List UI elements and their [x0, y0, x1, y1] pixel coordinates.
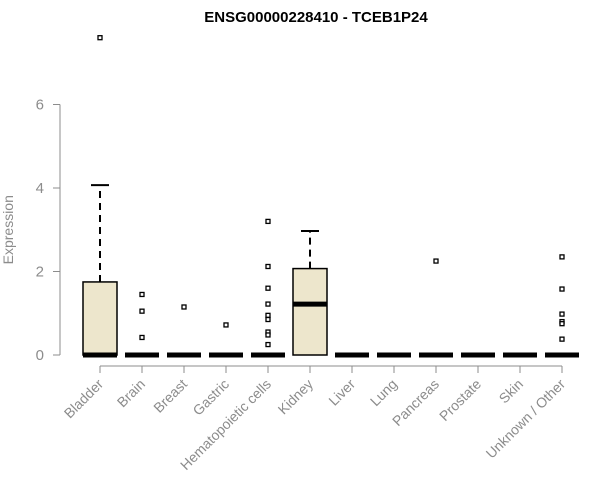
outlier-point: [181, 304, 187, 310]
x-tick-label: Brain: [114, 376, 148, 410]
outlier-point: [559, 336, 565, 342]
outlier-point: [265, 332, 271, 338]
x-tick-label: Bladder: [61, 376, 107, 422]
outlier-point: [97, 35, 103, 41]
x-tick-label: Kidney: [275, 376, 317, 418]
y-tick-label: 6: [36, 97, 44, 114]
box-plot-series: [82, 35, 579, 358]
y-axis-label: Expression: [0, 195, 16, 264]
x-tick-label: Skin: [496, 376, 527, 407]
outlier-point: [265, 263, 271, 270]
chart-title: ENSG00000228410 - TCEB1P24: [204, 9, 428, 26]
x-tick-label: Lung: [367, 376, 400, 409]
outlier-point: [265, 316, 271, 323]
box-gastric: [209, 322, 243, 358]
outlier-point: [265, 285, 271, 291]
box-bladder: [82, 35, 118, 358]
box-kidney: [292, 230, 328, 356]
y-tick-label: 4: [36, 180, 44, 197]
outlier-point: [139, 308, 145, 314]
outlier-point: [265, 341, 271, 348]
box-brain: [125, 291, 159, 358]
x-tick-label: Prostate: [436, 376, 484, 424]
outlier-point: [265, 218, 271, 225]
outlier-point: [139, 291, 145, 298]
outlier-point: [265, 301, 271, 307]
outlier-point: [559, 311, 565, 317]
outlier-point: [223, 322, 229, 328]
y-axis: 0 2 4 6: [36, 97, 61, 364]
box-hematopoietic-cells: [251, 218, 285, 358]
y-tick-label: 0: [36, 347, 44, 364]
box-body: [82, 281, 118, 356]
box-body: [292, 267, 328, 356]
x-tick-label: Liver: [325, 376, 358, 409]
x-tick-label: Breast: [150, 376, 190, 416]
box-breast: [167, 304, 201, 358]
box-unknown-other: [545, 254, 579, 358]
outlier-point: [559, 321, 565, 327]
outlier-point: [559, 254, 565, 260]
x-tick-label: Pancreas: [389, 376, 442, 429]
box-pancreas: [419, 258, 453, 358]
outlier-point: [265, 312, 271, 318]
y-tick-label: 2: [36, 264, 44, 281]
outlier-point: [559, 286, 565, 292]
x-tick-label: Unknown / Other: [483, 376, 569, 462]
outlier-point: [139, 334, 145, 341]
outlier-point: [433, 258, 439, 264]
